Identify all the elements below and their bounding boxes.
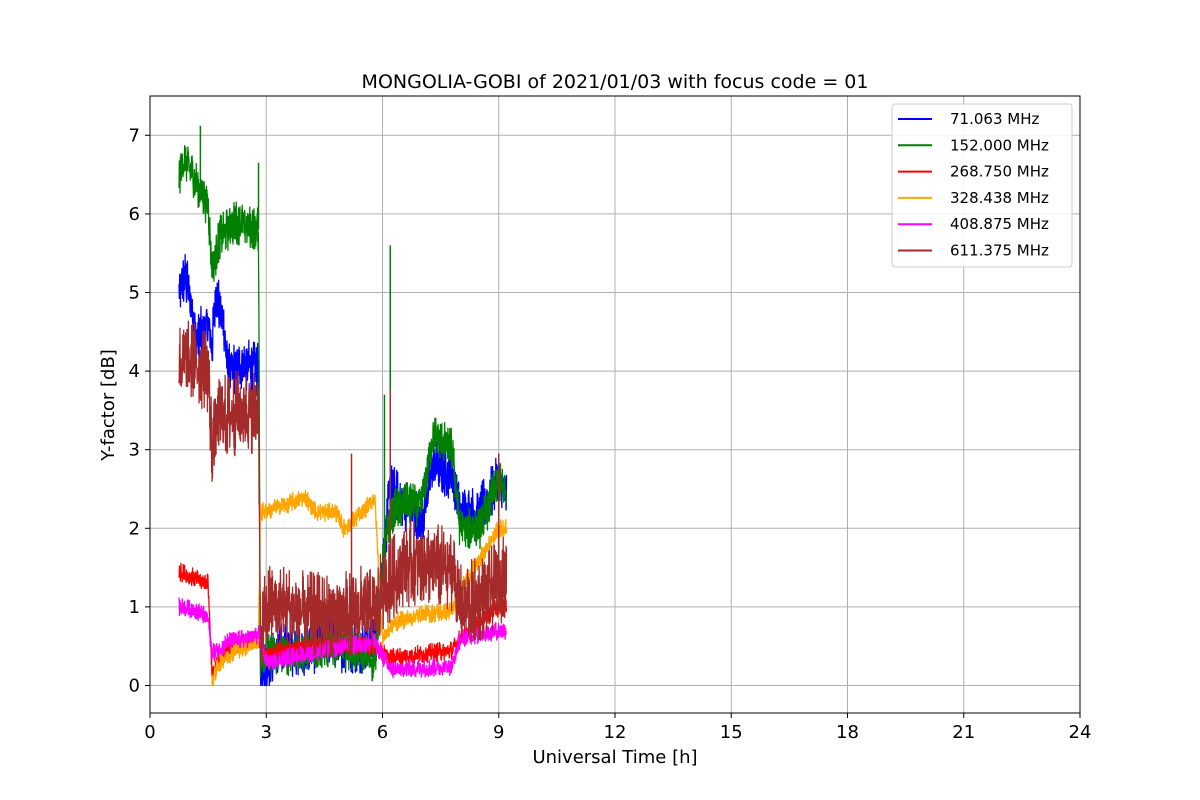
legend-label-2: 268.750 MHz [950,163,1049,181]
y-tick-label: 6 [129,204,140,225]
y-tick-label: 4 [129,361,140,382]
y-tick-label: 5 [129,282,140,303]
y-tick-label: 7 [129,125,140,146]
y-tick-label: 3 [129,440,140,461]
legend: 71.063 MHz 152.000 MHz 268.750 MHz 328.438 … [891,103,1073,268]
chart-title: MONGOLIA-GOBI of 2021/01/03 with focus c… [362,71,869,93]
x-tick-label: 9 [493,722,504,743]
x-axis-label: Universal Time [h] [532,747,697,768]
x-tick-label: 21 [952,722,975,743]
x-tick-label: 18 [836,722,859,743]
x-tick-label: 24 [1069,722,1092,743]
y-axis-label: Y-factor [dB] [98,349,119,462]
x-tick-label: 6 [377,722,388,743]
x-tick-label: 15 [720,722,743,743]
series-line-4 [178,597,508,679]
series-line-5 [178,320,508,667]
x-tick-label: 12 [604,722,627,743]
legend-label-5: 611.375 MHz [950,242,1049,260]
x-tick-label: 0 [144,722,155,743]
legend-box [891,103,1073,268]
legend-label-1: 152.000 MHz [950,136,1049,154]
y-tick-label: 0 [129,675,140,696]
legend-label-4: 408.875 MHz [950,215,1049,233]
legend-label-3: 328.438 MHz [950,189,1049,207]
plot-series [178,125,508,687]
y-tick-label: 2 [129,518,140,539]
y-tick-label: 1 [129,597,140,618]
legend-label-0: 71.063 MHz [950,110,1039,128]
x-tick-label: 3 [261,722,272,743]
